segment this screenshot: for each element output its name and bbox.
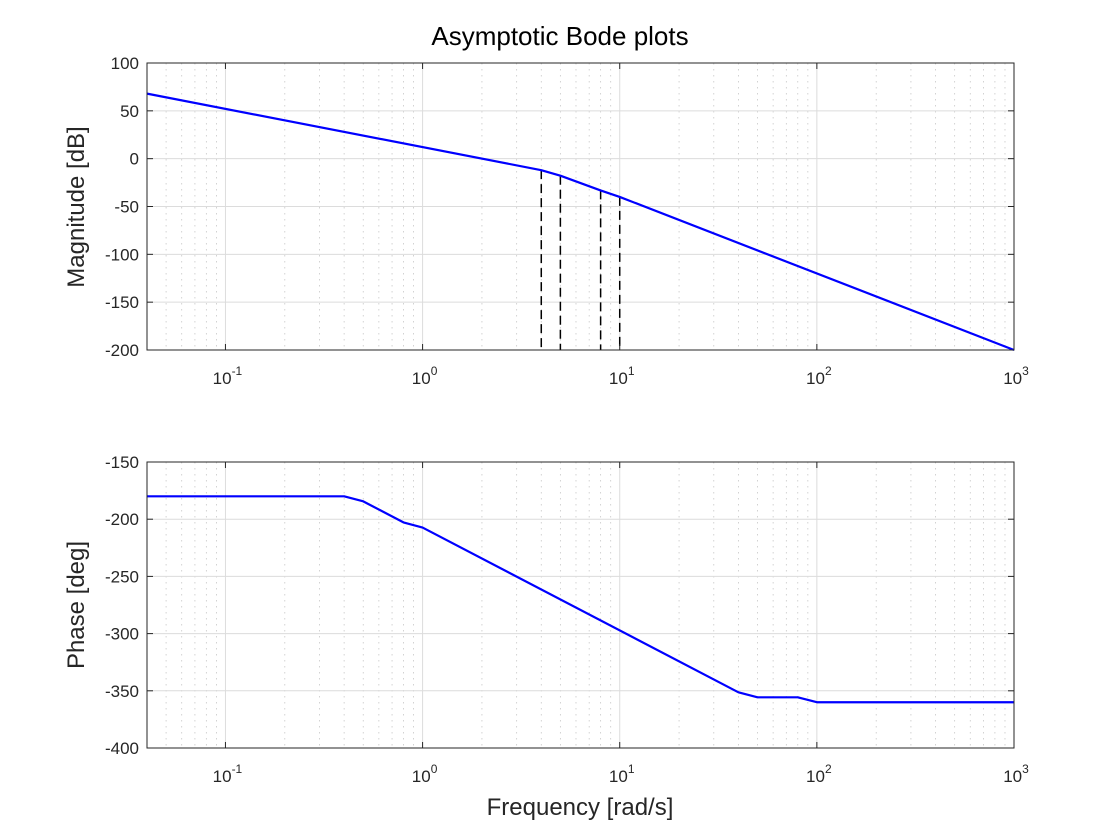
magnitude-x-tick-label: 10-1 — [213, 364, 243, 388]
phase-axes-box — [146, 461, 1015, 749]
phase-major-grid — [147, 462, 1014, 748]
magnitude-y-tick-label: 50 — [120, 102, 139, 121]
phase-x-tick-label: 101 — [609, 762, 635, 786]
phase-y-tick-label: -400 — [105, 739, 139, 758]
magnitude-series-line — [146, 92, 1015, 352]
phase-x-tick-label: 10-1 — [213, 762, 243, 786]
magnitude-y-tick-label: 100 — [111, 54, 139, 73]
phase-plot: -150 -200 -250 -300 -350 -400 10-1 100 101 102 103 — [105, 453, 1029, 786]
magnitude-x-tick-label: 100 — [412, 364, 438, 388]
magnitude-ylabel: Magnitude [dB] — [63, 126, 90, 287]
phase-y-tick-label: -200 — [105, 510, 139, 529]
magnitude-major-grid — [147, 63, 1014, 350]
magnitude-y-tick-label: 0 — [130, 150, 139, 169]
magnitude-x-tick-label: 102 — [806, 364, 832, 388]
phase-series-line — [147, 495, 1014, 704]
magnitude-y-tick-label: -50 — [114, 198, 139, 217]
magnitude-y-tick-label: -200 — [105, 341, 139, 360]
phase-y-tick-label: -250 — [105, 567, 139, 586]
magnitude-plot: 100 50 0 -50 -100 -150 -200 10-1 100 101 102 103 — [105, 54, 1029, 388]
phase-x-tick-label: 102 — [806, 762, 832, 786]
phase-y-tick-label: -150 — [105, 453, 139, 472]
magnitude-x-tick-label: 101 — [609, 364, 635, 388]
phase-y-tick-label: -300 — [105, 625, 139, 644]
phase-ylabel: Phase [deg] — [63, 541, 90, 669]
phase-x-tick-label: 103 — [1003, 762, 1029, 786]
phase-y-tick-label: -350 — [105, 682, 139, 701]
frequency-xlabel: Frequency [rad/s] — [487, 794, 674, 821]
magnitude-y-tick-label: -150 — [105, 293, 139, 312]
phase-x-tick-label: 100 — [412, 762, 438, 786]
magnitude-y-tick-label: -100 — [105, 245, 139, 264]
chart-title: Asymptotic Bode plots — [431, 21, 688, 51]
magnitude-x-tick-label: 103 — [1003, 364, 1029, 388]
